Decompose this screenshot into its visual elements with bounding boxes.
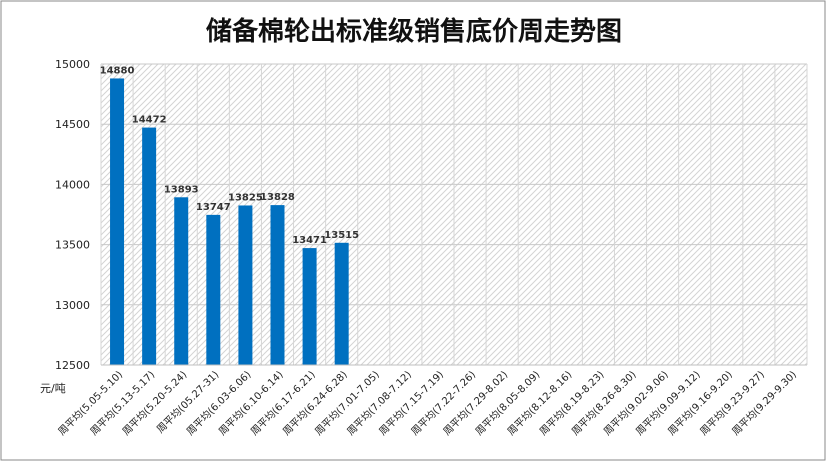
bars (110, 78, 349, 365)
data-label: 13893 (164, 184, 199, 195)
y-tick-label: 12500 (55, 359, 90, 372)
y-axis-unit-label: 元/吨 (40, 382, 66, 395)
data-label: 13515 (324, 230, 359, 241)
bar (142, 127, 157, 365)
chart-title: 储备棉轮出标准级销售底价周走势图 (206, 16, 622, 47)
data-label: 13471 (292, 235, 327, 246)
y-axis-ticks: 12500 13000 13500 14000 14500 15000 (55, 58, 90, 372)
data-label: 13828 (260, 192, 295, 203)
bar (334, 242, 349, 365)
y-tick-label: 14500 (55, 118, 90, 131)
data-label: 14472 (132, 115, 167, 126)
data-label: 14880 (100, 65, 135, 76)
y-tick-label: 13500 (55, 239, 90, 252)
y-tick-label: 14000 (55, 178, 90, 191)
bar (238, 205, 253, 365)
bar (174, 197, 189, 365)
y-tick-label: 15000 (55, 58, 90, 71)
data-label: 13747 (196, 202, 231, 213)
gridlines (100, 63, 808, 366)
bar (270, 205, 285, 365)
data-label: 13825 (228, 192, 263, 203)
y-tick-label: 13000 (55, 299, 90, 312)
bar (206, 214, 221, 365)
bar (302, 248, 317, 365)
bar (110, 78, 125, 365)
